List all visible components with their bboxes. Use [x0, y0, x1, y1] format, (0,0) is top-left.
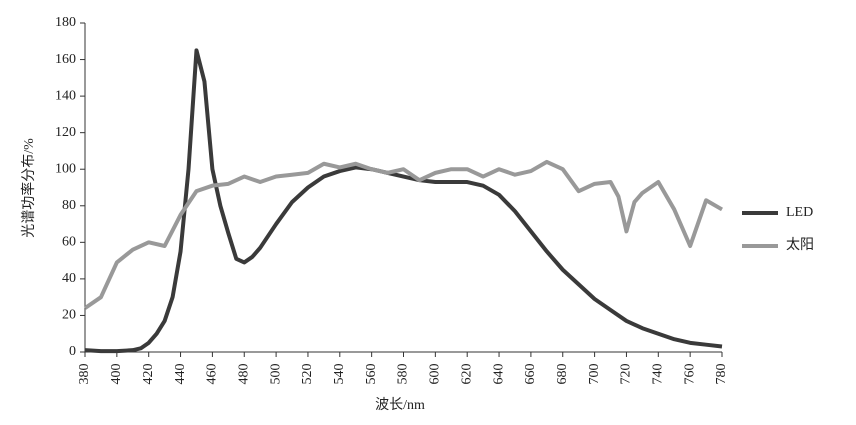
x-tick-label: 600: [428, 364, 443, 385]
y-tick-label: 20: [62, 308, 76, 323]
x-tick-label: 400: [109, 364, 124, 385]
line-series: [83, 159, 723, 310]
x-tick-label: 680: [555, 364, 570, 385]
x-tick-label: 780: [714, 364, 729, 385]
y-tick-label: 180: [55, 15, 76, 30]
x-axis-label: 波长/nm: [375, 397, 425, 413]
y-tick-label: 120: [55, 125, 76, 140]
y-tick-label: 60: [62, 235, 76, 250]
x-tick-label: 420: [141, 364, 156, 385]
x-tick-label: 580: [396, 364, 411, 385]
x-tick-label: 480: [236, 364, 251, 385]
x-tick-label: 500: [268, 364, 283, 385]
x-tick-label: 460: [205, 364, 220, 385]
y-tick-label: 40: [62, 271, 76, 286]
y-tick-label: 160: [55, 52, 76, 67]
x-tick-label: 640: [491, 364, 506, 385]
x-tick-label: 700: [587, 364, 602, 385]
y-tick-label: 0: [69, 344, 76, 359]
y-axis-label: 光谱功率分布/%: [20, 138, 37, 238]
x-tick-label: 560: [364, 364, 379, 385]
legend-label: 太阳: [786, 237, 814, 253]
x-tick-label: 380: [77, 364, 92, 385]
x-tick-label: 620: [459, 364, 474, 385]
x-tick-label: 740: [651, 364, 666, 385]
x-tick-label: 720: [619, 364, 634, 385]
x-tick-label: 540: [332, 364, 347, 385]
legend-label: LED: [786, 205, 813, 220]
y-tick-label: 140: [55, 88, 76, 103]
x-tick-label: 760: [682, 364, 697, 385]
x-tick-label: 660: [523, 364, 538, 385]
x-tick-label: 440: [173, 364, 188, 385]
line-series: [84, 48, 723, 354]
y-tick-label: 100: [55, 161, 76, 176]
x-tick-label: 520: [300, 364, 315, 385]
y-tick-label: 80: [62, 198, 76, 213]
